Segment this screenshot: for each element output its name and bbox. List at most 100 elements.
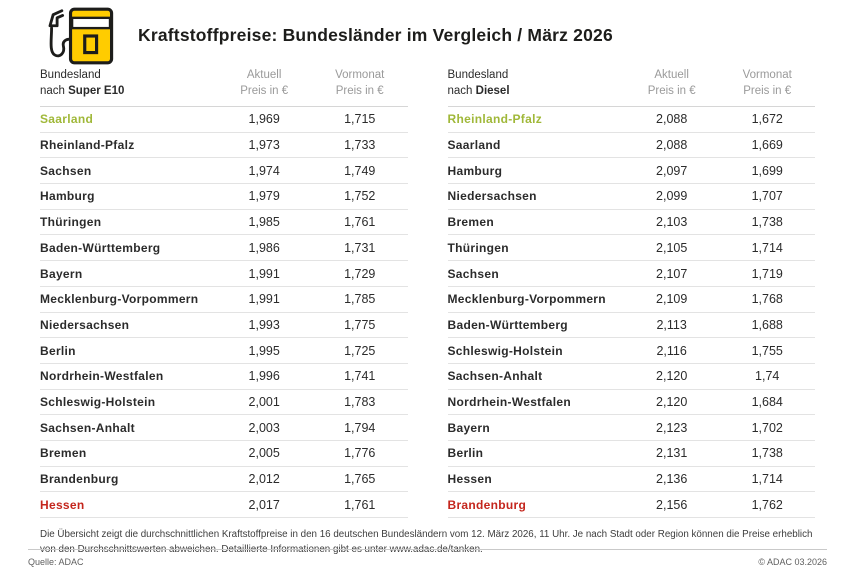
aktuell-price: 2,107 <box>656 266 688 281</box>
bundesland-name: Bremen <box>40 446 87 461</box>
table-row: Sachsen 2,107 1,719 <box>447 261 815 287</box>
column-header-aktuell: Aktuell Preis in € <box>624 68 720 99</box>
vormonat-price: 1,672 <box>751 112 783 127</box>
copyright-label: © ADAC 03.2026 <box>758 557 827 567</box>
bundesland-name: Saarland <box>447 138 501 153</box>
bundesland-name: Nordrhein-Westfalen <box>40 369 164 384</box>
bundesland-name: Schleswig-Holstein <box>447 343 563 358</box>
table-row: Saarland 1,969 1,715 <box>40 107 408 133</box>
table-row: Rheinland-Pfalz 2,088 1,672 <box>447 107 815 133</box>
bundesland-name: Baden-Württemberg <box>40 240 161 255</box>
table-diesel: Bundesland nach Diesel Aktuell Preis in … <box>447 68 815 519</box>
header-line1: Bundesland <box>447 69 509 81</box>
aktuell-price: 2,088 <box>656 138 688 153</box>
tables-container: Bundesland nach Super E10 Aktuell Preis … <box>0 68 855 519</box>
table-row: Sachsen 1,974 1,749 <box>40 158 408 185</box>
table-row: Niedersachsen 2,099 1,707 <box>447 184 815 210</box>
vormonat-price: 1,669 <box>751 138 783 153</box>
table-row: Brandenburg 2,156 1,762 <box>447 492 815 519</box>
header-fuel-type: Super E10 <box>68 84 125 97</box>
bundesland-name: Berlin <box>447 446 484 461</box>
bundesland-name: Hessen <box>40 497 85 512</box>
column-header-vormonat: Vormonat Preis in € <box>312 68 408 99</box>
table-row: Mecklenburg-Vorpommern 1,991 1,785 <box>40 287 408 313</box>
vormonat-price: 1,794 <box>344 420 376 435</box>
vormonat-price: 1,752 <box>344 189 376 204</box>
aktuell-price: 2,116 <box>656 343 687 358</box>
table-body: Rheinland-Pfalz 2,088 1,672 Saarland 2,0… <box>447 107 815 519</box>
aktuell-price: 1,979 <box>248 189 280 204</box>
vormonat-price: 1,733 <box>344 138 376 153</box>
bundesland-name: Bremen <box>447 215 494 230</box>
vormonat-price: 1,684 <box>751 394 783 409</box>
header-line1: Vormonat <box>742 69 792 81</box>
table-row: Mecklenburg-Vorpommern 2,109 1,768 <box>447 287 815 313</box>
table-row: Hessen 2,017 1,761 <box>40 492 408 519</box>
table-header: Bundesland nach Diesel Aktuell Preis in … <box>447 68 815 108</box>
header-line1: Aktuell <box>246 69 282 81</box>
vormonat-price: 1,725 <box>344 343 376 358</box>
bundesland-name: Bayern <box>447 420 490 435</box>
table-row: Baden-Württemberg 1,986 1,731 <box>40 235 408 262</box>
aktuell-price: 1,974 <box>248 163 280 178</box>
bundesland-name: Hessen <box>447 472 492 486</box>
table-row: Hamburg 1,979 1,752 <box>40 184 408 210</box>
aktuell-price: 2,156 <box>656 497 688 512</box>
vormonat-price: 1,749 <box>344 163 376 178</box>
header-line2: Preis in € <box>335 84 384 97</box>
vormonat-price: 1,738 <box>751 446 783 461</box>
vormonat-price: 1,785 <box>344 292 376 307</box>
aktuell-price: 1,986 <box>248 240 280 255</box>
table-row: Schleswig-Holstein 2,116 1,755 <box>447 338 815 364</box>
header-line2: Preis in € <box>240 84 289 97</box>
table-row: Rheinland-Pfalz 1,973 1,733 <box>40 133 408 159</box>
bundesland-name: Rheinland-Pfalz <box>40 138 135 153</box>
aktuell-price: 2,120 <box>656 394 688 409</box>
vormonat-price: 1,741 <box>344 369 376 384</box>
aktuell-price: 2,012 <box>248 472 280 486</box>
table-header: Bundesland nach Super E10 Aktuell Preis … <box>40 68 408 108</box>
header-line1: Bundesland <box>40 69 101 81</box>
bundesland-name: Bayern <box>40 266 83 281</box>
table-row: Saarland 2,088 1,669 <box>447 133 815 159</box>
header-line1: Vormonat <box>335 69 385 81</box>
table-row: Nordrhein-Westfalen 1,996 1,741 <box>40 364 408 390</box>
table-row: Bayern 2,123 1,702 <box>447 415 815 441</box>
aktuell-price: 2,017 <box>248 497 280 512</box>
bundesland-name: Hamburg <box>40 189 95 204</box>
vormonat-price: 1,765 <box>344 472 376 486</box>
aktuell-price: 1,993 <box>248 317 280 332</box>
table-row: Schleswig-Holstein 2,001 1,783 <box>40 390 408 416</box>
source-label: Quelle: ADAC <box>28 557 84 567</box>
aktuell-price: 1,991 <box>248 266 280 281</box>
aktuell-price: 2,088 <box>656 112 688 127</box>
table-row: Bremen 2,103 1,738 <box>447 210 815 236</box>
aktuell-price: 2,097 <box>656 163 688 178</box>
bundesland-name: Schleswig-Holstein <box>40 394 156 409</box>
column-header-bundesland: Bundesland nach Super E10 <box>40 68 216 99</box>
aktuell-price: 1,973 <box>248 138 280 153</box>
header-line2: Preis in € <box>743 84 792 97</box>
table-super-e10: Bundesland nach Super E10 Aktuell Preis … <box>40 68 408 519</box>
table-row: Bayern 1,991 1,729 <box>40 261 408 287</box>
table-row: Baden-Württemberg 2,113 1,688 <box>447 313 815 339</box>
vormonat-price: 1,761 <box>344 215 376 230</box>
vormonat-price: 1,699 <box>751 163 783 178</box>
table-row: Sachsen-Anhalt 2,120 1,74 <box>447 364 815 390</box>
table-row: Berlin 1,995 1,725 <box>40 338 408 364</box>
vormonat-price: 1,768 <box>751 292 783 307</box>
vormonat-price: 1,755 <box>751 343 783 358</box>
table-row: Bremen 2,005 1,776 <box>40 441 408 467</box>
aktuell-price: 2,105 <box>656 240 688 255</box>
table-row: Sachsen-Anhalt 2,003 1,794 <box>40 415 408 441</box>
vormonat-price: 1,74 <box>755 369 780 384</box>
aktuell-price: 1,996 <box>248 369 280 384</box>
page-title: Kraftstoffpreise: Bundesländer im Vergle… <box>138 25 613 45</box>
table-row: Hessen 2,136 1,714 <box>447 467 815 493</box>
table-row: Nordrhein-Westfalen 2,120 1,684 <box>447 390 815 416</box>
bundesland-name: Thüringen <box>447 240 509 255</box>
vormonat-price: 1,714 <box>751 472 783 486</box>
bundesland-name: Saarland <box>40 112 94 127</box>
header-line2-prefix: nach <box>40 84 69 97</box>
